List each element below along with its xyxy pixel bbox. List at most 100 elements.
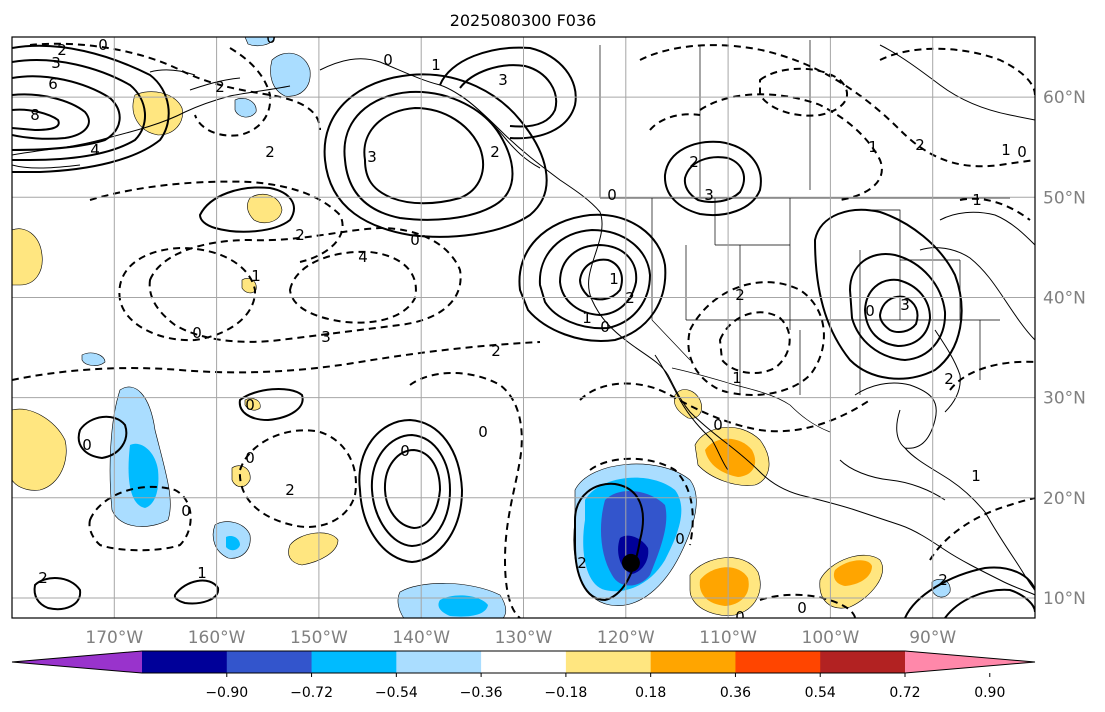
longitude-tick-label: 110°W xyxy=(699,628,757,648)
contour-line-solid xyxy=(370,433,452,548)
colorbar-tick-label: −0.54 xyxy=(375,685,418,701)
colorbar-tick-label: 0.90 xyxy=(974,685,1005,701)
contour-line-solid xyxy=(323,73,548,238)
contour-line-solid xyxy=(173,579,220,605)
colorbar-segment xyxy=(650,651,736,673)
contour-label: 3 xyxy=(321,328,331,346)
contour-label: 1 xyxy=(431,56,441,74)
contour-label: 2 xyxy=(285,481,295,499)
contour-line-solid xyxy=(439,46,577,140)
border-line xyxy=(671,367,831,433)
coastline xyxy=(149,69,241,91)
contour-label: 1 xyxy=(971,467,981,485)
coastline xyxy=(984,511,1035,591)
contour-label: 1 xyxy=(197,564,207,582)
contour-label: 0 xyxy=(600,318,610,336)
contour-label: 2 xyxy=(735,286,745,304)
location-marker xyxy=(621,553,640,572)
contour-line-dashed xyxy=(649,113,701,131)
contour-label: 2 xyxy=(938,571,948,589)
contour-line-solid xyxy=(383,448,442,530)
contour-line-solid xyxy=(343,90,514,221)
contour-line-dashed xyxy=(639,44,1035,168)
shaded-area xyxy=(12,228,43,286)
contour-line-solid xyxy=(813,208,963,380)
contour-line-dashed xyxy=(238,429,357,528)
shaded-area xyxy=(705,438,756,477)
contour-label: 2 xyxy=(265,143,275,161)
contour-line-dashed xyxy=(699,93,883,201)
contour-label: 2 xyxy=(689,153,699,171)
colorbar-tick-labels: −0.90 −0.72 −0.54 −0.36 −0.18 0.18 0.36 0.54 0.7… xyxy=(205,673,1005,701)
colorbar-tick-label: −0.90 xyxy=(205,685,248,701)
contour-label: 3 xyxy=(704,186,714,204)
contour-label: 1 xyxy=(732,369,742,387)
latitude-tick-label: 30°N xyxy=(1043,389,1086,409)
contour-line-solid xyxy=(944,588,1035,618)
shaded-area xyxy=(231,465,251,488)
map-frame xyxy=(11,36,1036,619)
contour-label: 0 xyxy=(410,231,420,249)
longitude-tick-label: 170°W xyxy=(85,628,143,648)
longitude-tick-label: 100°W xyxy=(802,628,860,648)
contour-label: 1 xyxy=(972,191,982,209)
contour-line-solid xyxy=(663,140,762,216)
contour-label: 1 xyxy=(582,309,592,327)
contour-label: 2 xyxy=(38,569,48,587)
contour-line-solid xyxy=(848,253,947,362)
contour-label: 1 xyxy=(251,267,261,285)
contour-label: 3 xyxy=(367,148,377,166)
shaded-area xyxy=(128,443,159,508)
contour-line-solid xyxy=(12,59,147,161)
contour-label: 0 xyxy=(82,436,92,454)
border-line xyxy=(651,198,861,395)
contour-label: 4 xyxy=(358,248,368,266)
contour-line-dashed xyxy=(88,485,192,552)
colorbar-tick-label: −0.36 xyxy=(460,685,503,701)
colorbar-tick-label: −0.18 xyxy=(544,685,587,701)
contour-line-solid xyxy=(12,75,121,151)
contour-label: 2 xyxy=(577,554,587,572)
coastline xyxy=(919,247,1035,341)
longitude-tick-label: 90°W xyxy=(909,628,956,648)
shaded-area xyxy=(12,408,67,491)
colorbar-tick-label: −0.72 xyxy=(290,685,333,701)
contour-line-solid xyxy=(12,108,60,132)
shaded-area xyxy=(438,595,488,617)
contour-label: 2 xyxy=(491,342,501,360)
colorbar-segment xyxy=(735,651,821,673)
latitude-tick-label: 20°N xyxy=(1043,489,1086,509)
contour-label: 0 xyxy=(266,29,276,47)
colorbar-segment xyxy=(481,651,567,673)
coastline xyxy=(654,354,729,471)
contour-label: 0 xyxy=(192,324,202,342)
contour-label: 0 xyxy=(865,302,875,320)
contour-label: 0 xyxy=(181,502,191,520)
contour-line-solid xyxy=(33,577,82,610)
contour-label: 0 xyxy=(713,416,723,434)
coastline xyxy=(12,164,81,169)
longitude-tick-label: 140°W xyxy=(392,628,450,648)
longitude-tick-label: 150°W xyxy=(290,628,348,648)
shaded-area xyxy=(247,194,283,223)
coastline xyxy=(459,94,541,169)
shaded-area xyxy=(931,579,951,598)
coastline xyxy=(854,382,986,513)
contour-label: 0 xyxy=(383,51,393,69)
contour-line-solid xyxy=(77,415,128,460)
contour-label: 8 xyxy=(30,106,40,124)
contour-line-dashed xyxy=(949,360,1035,391)
latitude-tick-label: 40°N xyxy=(1043,288,1086,308)
coastline xyxy=(879,44,1035,121)
contour-label: 0 xyxy=(1017,143,1027,161)
contour-line-dashed xyxy=(687,281,825,396)
contour-label: 4 xyxy=(90,141,100,159)
contour-label: 2 xyxy=(490,143,500,161)
colorbar-segment xyxy=(396,651,482,673)
latitude-tick-label: 60°N xyxy=(1043,88,1086,108)
shaded-area xyxy=(234,98,257,118)
colorbar-segment xyxy=(226,651,313,673)
shaded-area xyxy=(81,352,106,366)
shaded-area xyxy=(270,52,311,97)
